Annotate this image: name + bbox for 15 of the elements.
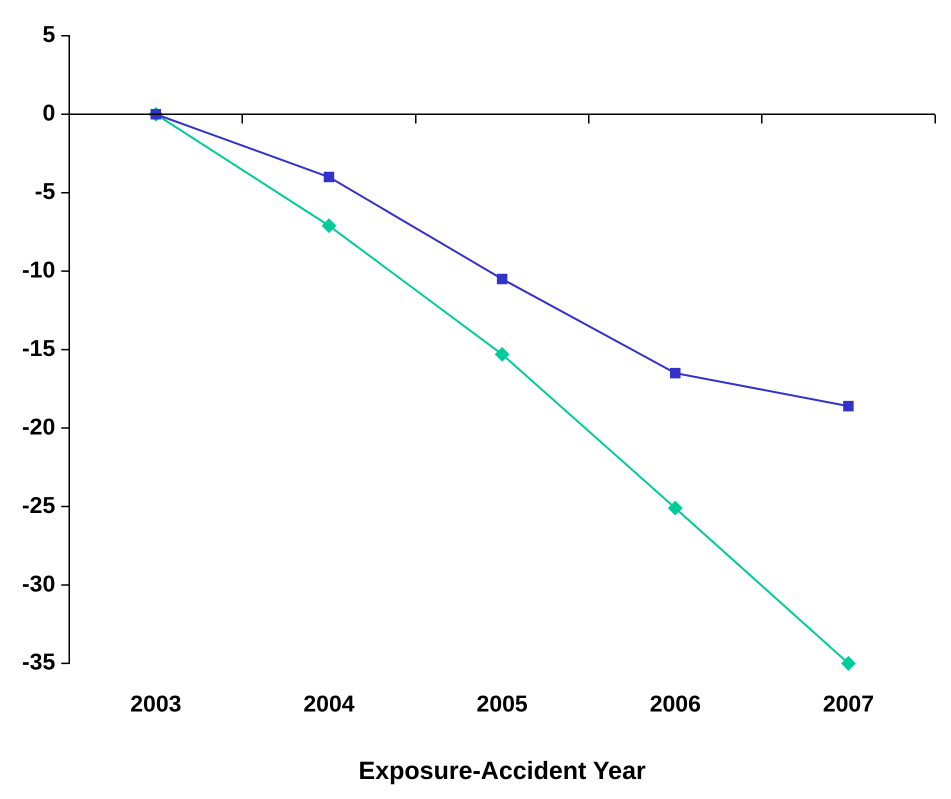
x-tick-label: 2004 [303, 690, 355, 717]
x-tick-label: 2006 [650, 690, 701, 717]
y-tick-label: 5 [42, 21, 56, 48]
x-tick-label: 2003 [130, 690, 182, 717]
y-tick-label: -10 [22, 256, 56, 282]
x-tick-label: 2005 [476, 690, 528, 717]
y-tick-label: -15 [22, 334, 56, 361]
y-tick-label: -35 [22, 648, 56, 675]
x-tick-label: 2007 [822, 690, 874, 717]
y-tick-label: -25 [22, 492, 56, 518]
y-tick-label: 0 [42, 100, 56, 126]
y-tick-label: -5 [34, 178, 56, 204]
y-tick-label: -30 [22, 570, 56, 596]
x-axis-title: Exposure-Accident Year [358, 756, 646, 785]
y-tick-label: -20 [22, 413, 56, 440]
